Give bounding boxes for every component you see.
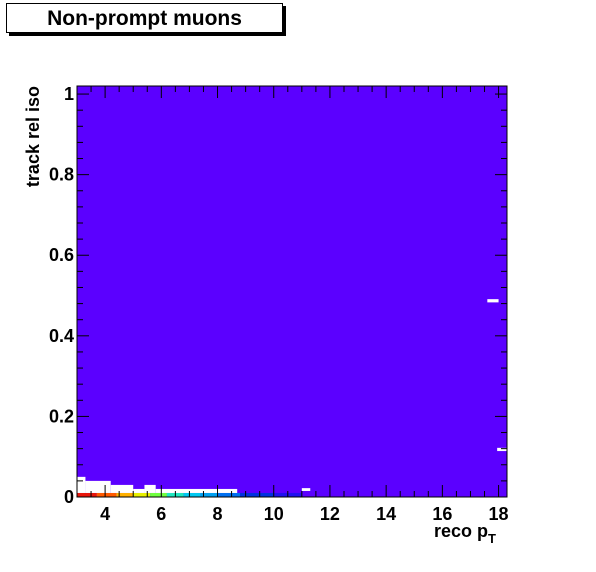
heatmap-cell [302, 488, 310, 491]
plot-area [77, 86, 507, 497]
heatmap-cell [111, 485, 133, 493]
heatmap-cell [97, 493, 117, 497]
y-tick-label: 0 [64, 487, 74, 507]
y-tick-label: 1 [64, 84, 74, 104]
heatmap-cell [144, 485, 155, 493]
heatmap-cell [184, 493, 201, 497]
y-tick-label: 0.8 [49, 165, 74, 185]
x-tick-label: 8 [213, 504, 223, 524]
y-tick-label: 0.6 [49, 245, 74, 265]
x-axis-label: reco pT [434, 521, 496, 546]
x-tick-label: 18 [489, 504, 509, 524]
x-tick-label: 12 [320, 504, 340, 524]
x-tick-label: 6 [156, 504, 166, 524]
heatmap-cell [240, 493, 274, 497]
heatmap-cell [150, 493, 167, 497]
y-tick-label: 0.2 [49, 406, 74, 426]
heatmap-cell [85, 481, 110, 493]
heatmap-cell [156, 489, 238, 493]
x-axis-label-subscript: T [488, 531, 496, 546]
heatmap-cell [487, 299, 498, 302]
y-tick-label: 0.4 [49, 326, 74, 346]
x-tick-label: 10 [264, 504, 284, 524]
x-tick-label: 4 [100, 504, 110, 524]
x-tick-label: 14 [376, 504, 396, 524]
x-axis-label-main: reco p [434, 521, 488, 541]
heatmap-cell [218, 493, 240, 497]
heatmap-cell [133, 489, 144, 493]
y-axis-label: track rel iso [23, 86, 43, 187]
heatmap-cell [77, 477, 85, 493]
heatmap-cell [77, 493, 97, 497]
